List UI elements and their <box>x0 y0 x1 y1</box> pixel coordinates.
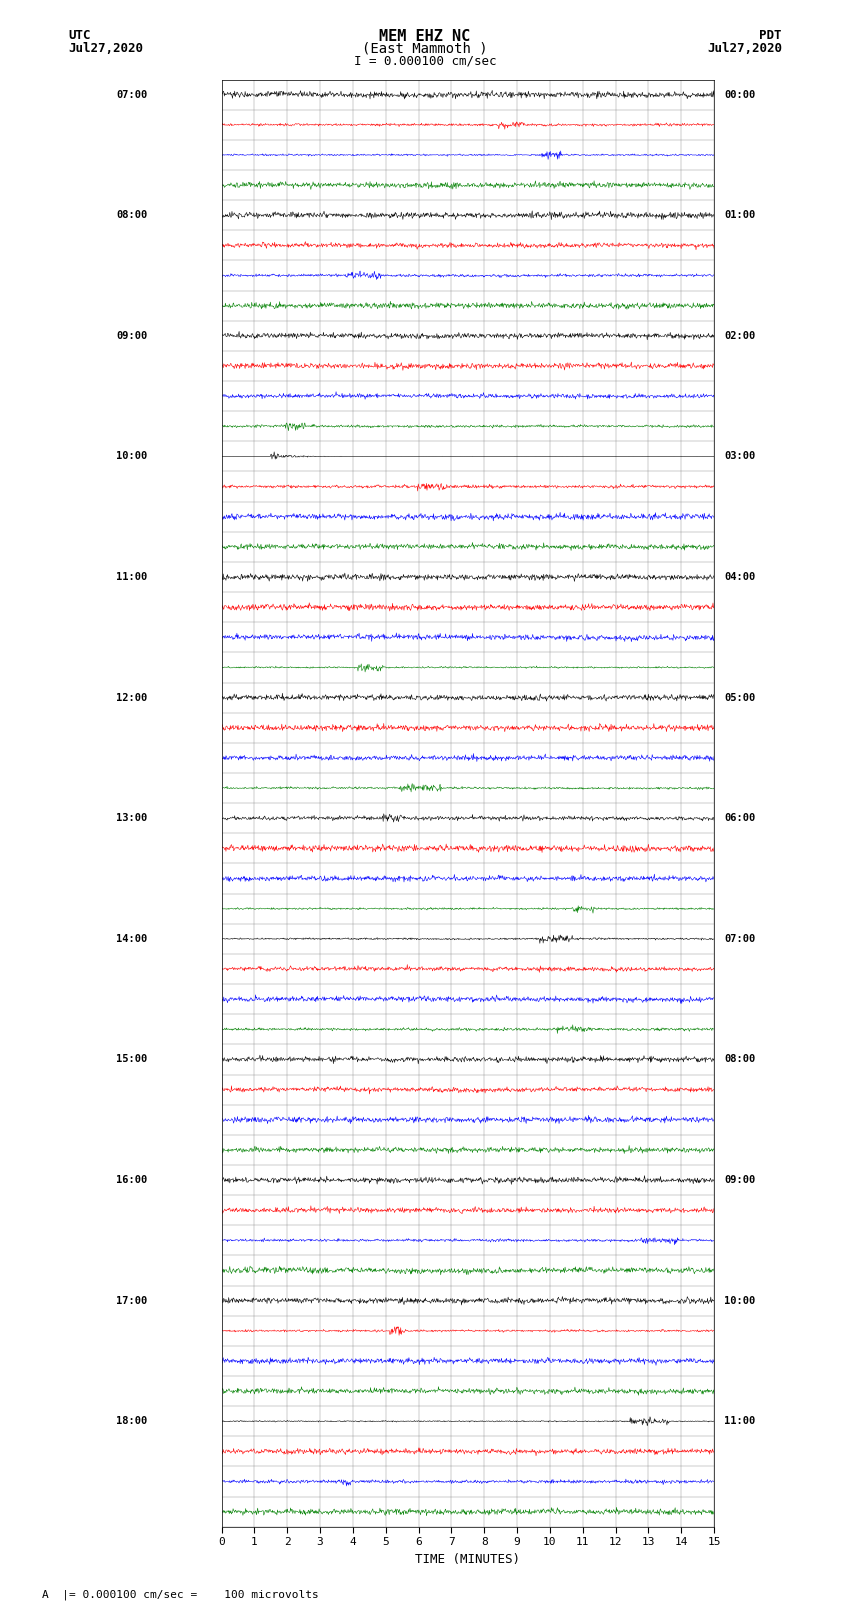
Text: 15:00: 15:00 <box>116 1055 148 1065</box>
Text: 14:00: 14:00 <box>116 934 148 944</box>
Text: 12:00: 12:00 <box>116 692 148 703</box>
Text: 18:00: 18:00 <box>116 1416 148 1426</box>
Text: 11:00: 11:00 <box>116 573 148 582</box>
Text: UTC: UTC <box>68 29 90 42</box>
Text: 02:00: 02:00 <box>724 331 755 340</box>
Text: 09:00: 09:00 <box>116 331 148 340</box>
Text: A  |= 0.000100 cm/sec =    100 microvolts: A |= 0.000100 cm/sec = 100 microvolts <box>42 1589 320 1600</box>
X-axis label: TIME (MINUTES): TIME (MINUTES) <box>416 1553 520 1566</box>
Text: MEM EHZ NC: MEM EHZ NC <box>379 29 471 44</box>
Text: 09:00: 09:00 <box>724 1174 755 1186</box>
Text: 05:00: 05:00 <box>724 692 755 703</box>
Text: (East Mammoth ): (East Mammoth ) <box>362 42 488 56</box>
Text: 06:00: 06:00 <box>724 813 755 823</box>
Text: Jul27,2020: Jul27,2020 <box>68 42 143 55</box>
Text: Jul27,2020: Jul27,2020 <box>707 42 782 55</box>
Text: 04:00: 04:00 <box>724 573 755 582</box>
Text: 16:00: 16:00 <box>116 1174 148 1186</box>
Text: PDT: PDT <box>760 29 782 42</box>
Text: 10:00: 10:00 <box>116 452 148 461</box>
Text: 13:00: 13:00 <box>116 813 148 823</box>
Text: 17:00: 17:00 <box>116 1295 148 1305</box>
Text: 07:00: 07:00 <box>116 90 148 100</box>
Text: 08:00: 08:00 <box>116 210 148 221</box>
Text: 11:00: 11:00 <box>724 1416 755 1426</box>
Text: 00:00: 00:00 <box>724 90 755 100</box>
Text: I = 0.000100 cm/sec: I = 0.000100 cm/sec <box>354 55 496 68</box>
Text: 08:00: 08:00 <box>724 1055 755 1065</box>
Text: 07:00: 07:00 <box>724 934 755 944</box>
Text: 03:00: 03:00 <box>724 452 755 461</box>
Text: 01:00: 01:00 <box>724 210 755 221</box>
Text: 10:00: 10:00 <box>724 1295 755 1305</box>
